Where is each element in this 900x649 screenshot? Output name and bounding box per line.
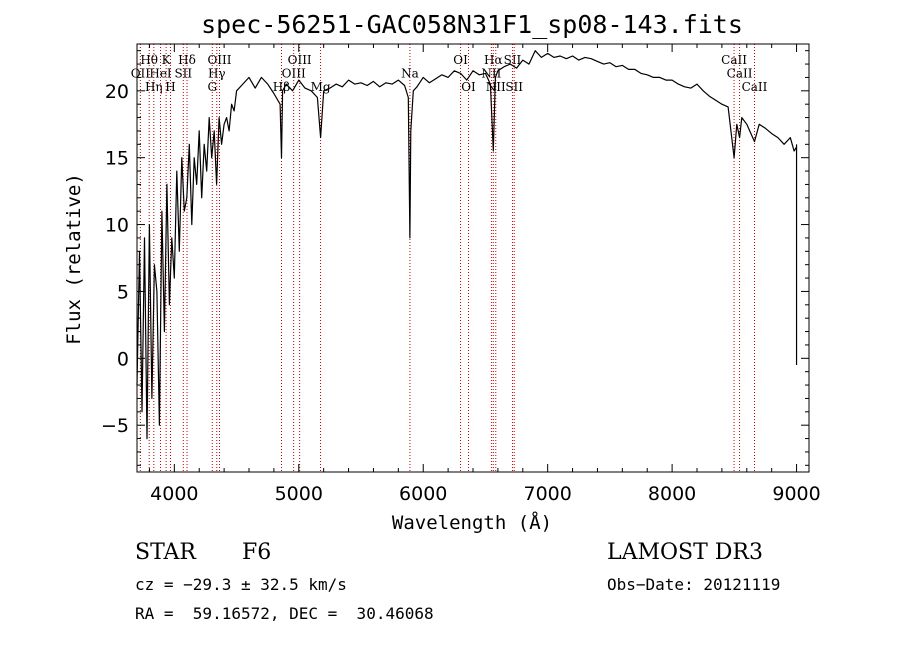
- line-label-25: CaII: [742, 80, 768, 94]
- line-label-0: Hθ: [140, 53, 158, 67]
- line-label-10: G: [207, 80, 217, 94]
- line-label-18: Hα: [484, 53, 503, 67]
- survey-name: LAMOST DR3: [607, 540, 763, 565]
- line-label-15: Na: [401, 66, 419, 80]
- y-tick-label-1: 0: [117, 348, 129, 370]
- x-tick-label-0: 4000: [150, 483, 198, 505]
- line-label-3: K: [162, 53, 172, 67]
- x-tick-label-4: 8000: [648, 483, 696, 505]
- chart-title: spec-56251-GAC058N31F1_sp08-143.fits: [201, 10, 743, 39]
- line-label-14: Mg: [311, 80, 331, 94]
- y-tick-label-5: 20: [105, 81, 129, 103]
- object-type: STAR: [135, 540, 196, 565]
- x-tick-label-3: 7000: [523, 483, 571, 505]
- line-label-13: Hβ: [273, 80, 290, 94]
- line-label-17: OI: [461, 80, 476, 94]
- y-axis-label: Flux (relative): [63, 173, 85, 345]
- y-tick-label-2: 5: [117, 281, 129, 303]
- line-label-24: CaII: [727, 66, 753, 80]
- y-tick-label-4: 15: [105, 148, 129, 170]
- spectrum-series: [136, 50, 798, 440]
- line-label-1: OII: [131, 66, 151, 80]
- subclass: F6: [242, 540, 272, 565]
- y-axis-ticks: −5 0 5 10 15 20: [101, 50, 809, 466]
- redshift-velocity: cz = −29.3 ± 32.5 km/s: [135, 575, 347, 594]
- x-tick-label-1: 5000: [275, 483, 323, 505]
- line-label-11: OIII: [288, 53, 312, 67]
- line-label-6: Hδ: [178, 53, 196, 67]
- x-tick-label-2: 6000: [399, 483, 447, 505]
- line-label-7: SII: [174, 66, 192, 80]
- coordinates: RA = 59.16572, DEC = 30.46068: [135, 604, 434, 623]
- line-label-23: CaII: [721, 53, 747, 67]
- plot-frame: [136, 43, 810, 473]
- x-tick-label-5: 9000: [772, 483, 820, 505]
- line-label-5: H: [165, 80, 175, 94]
- line-label-8: OIII: [207, 53, 231, 67]
- y-tick-label-3: 10: [105, 215, 129, 237]
- line-label-4: HeI: [149, 66, 172, 80]
- series-line-0: [136, 50, 798, 440]
- line-label-21: SII: [504, 53, 522, 67]
- x-axis-ticks: 4000 5000 6000 7000 8000 9000: [148, 44, 821, 505]
- x-axis-label: Wavelength (Å): [392, 511, 552, 534]
- observation-date: Obs−Date: 20121119: [607, 575, 781, 594]
- line-label-12: OIII: [282, 66, 306, 80]
- line-label-2: Hη: [145, 80, 163, 94]
- line-label-9: Hγ: [208, 66, 226, 80]
- line-label-16: OI: [453, 53, 468, 67]
- line-label-22: SII: [505, 80, 523, 94]
- y-tick-label-0: −5: [101, 415, 129, 437]
